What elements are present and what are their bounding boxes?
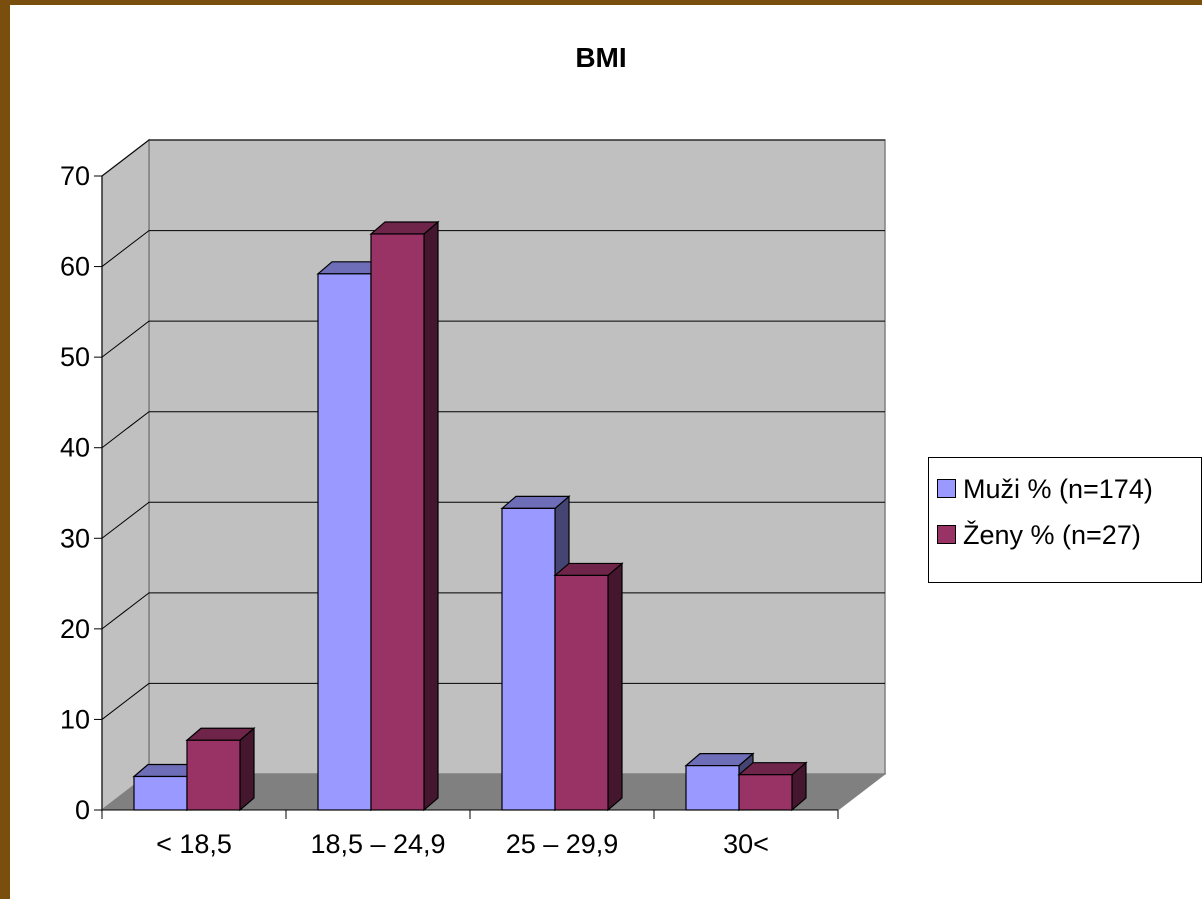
x-tick-labels: < 18,5 18,5 – 24,9 25 – 29,9 30< bbox=[156, 829, 769, 859]
y-tick-label: 50 bbox=[60, 342, 90, 372]
y-tick-label: 10 bbox=[60, 704, 90, 734]
x-tick-label: < 18,5 bbox=[156, 829, 232, 859]
bar-front bbox=[186, 739, 241, 811]
bar-front bbox=[738, 774, 793, 811]
bar bbox=[737, 761, 808, 812]
chart-title: BMI bbox=[575, 42, 627, 73]
gridline bbox=[101, 139, 885, 177]
legend: Muži % (n=174) Ženy % (n=27) bbox=[928, 457, 1202, 583]
gridline bbox=[101, 411, 885, 449]
y-tick-label: 60 bbox=[60, 252, 90, 282]
legend-label-muzi: Muži % (n=174) bbox=[963, 474, 1153, 504]
legend-swatch-muzi bbox=[937, 479, 956, 499]
bar-front bbox=[501, 507, 556, 811]
bar-front bbox=[133, 775, 188, 811]
chart-walls bbox=[100, 138, 887, 812]
bar-side bbox=[607, 562, 623, 812]
x-tick-label: 18,5 – 24,9 bbox=[310, 829, 445, 859]
bar-front bbox=[685, 765, 740, 811]
bar-front bbox=[554, 574, 609, 811]
legend-item-muzi: Muži % (n=174) bbox=[937, 474, 1153, 505]
gridline bbox=[101, 592, 885, 630]
y-tick-label: 70 bbox=[60, 161, 90, 191]
bar-front bbox=[370, 233, 425, 811]
side-wall bbox=[101, 138, 150, 812]
legend-item-zeny: Ženy % (n=27) bbox=[937, 520, 1141, 551]
bar-front bbox=[317, 273, 372, 811]
gridline bbox=[101, 501, 885, 539]
y-tick-label: 0 bbox=[75, 795, 90, 825]
bar bbox=[553, 562, 624, 812]
legend-swatch-zeny bbox=[937, 525, 956, 545]
y-tick-label: 30 bbox=[60, 523, 90, 553]
bars bbox=[132, 220, 808, 812]
gridline bbox=[101, 320, 885, 358]
bar bbox=[185, 726, 256, 812]
gridline bbox=[101, 682, 885, 720]
gridlines bbox=[101, 139, 885, 720]
bar-side bbox=[239, 726, 255, 812]
bar-side bbox=[423, 220, 439, 812]
gridline bbox=[101, 230, 885, 267]
y-tick-label: 40 bbox=[60, 433, 90, 463]
legend-label-zeny: Ženy % (n=27) bbox=[963, 520, 1141, 550]
y-tick-label: 20 bbox=[60, 614, 90, 644]
x-tick-label: 25 – 29,9 bbox=[506, 829, 619, 859]
y-tick-labels: 0 10 20 30 40 50 60 70 bbox=[60, 161, 90, 825]
x-tick-label: 30< bbox=[723, 829, 769, 859]
bar bbox=[369, 220, 440, 812]
